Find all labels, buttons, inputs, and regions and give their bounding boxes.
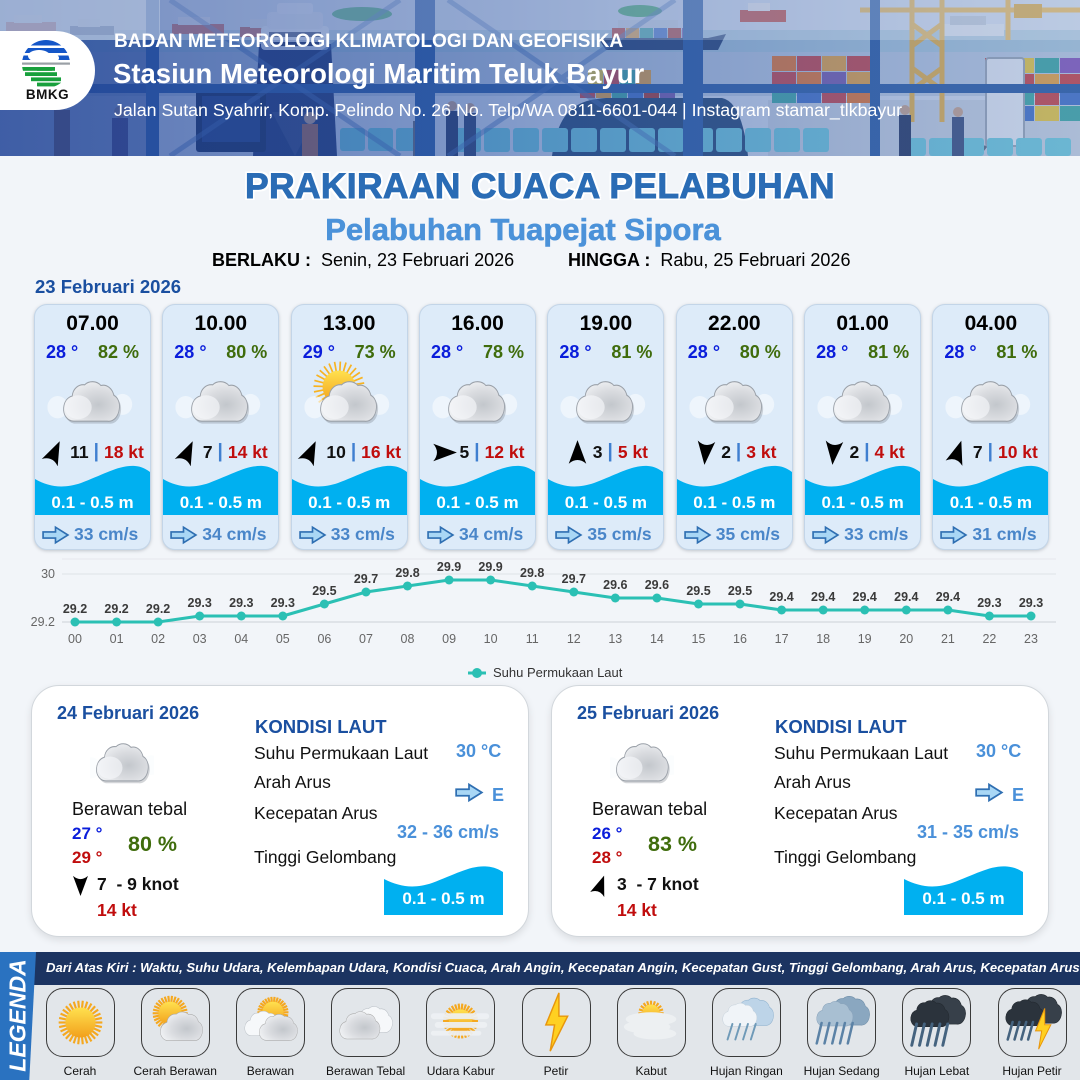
svg-text:05: 05	[276, 632, 290, 646]
svg-text:21: 21	[941, 632, 955, 646]
svg-text:15: 15	[692, 632, 706, 646]
svg-text:29.4: 29.4	[894, 590, 918, 604]
svg-text:29.4: 29.4	[936, 590, 960, 604]
svg-text:30: 30	[41, 567, 55, 581]
svg-text:29.2: 29.2	[104, 602, 128, 616]
svg-text:13: 13	[608, 632, 622, 646]
svg-text:29.2: 29.2	[31, 615, 55, 629]
svg-text:29.7: 29.7	[354, 572, 378, 586]
svg-text:16: 16	[733, 632, 747, 646]
svg-text:09: 09	[442, 632, 456, 646]
svg-text:29.6: 29.6	[645, 578, 669, 592]
svg-text:08: 08	[401, 632, 415, 646]
svg-text:29.3: 29.3	[977, 596, 1001, 610]
svg-text:06: 06	[317, 632, 331, 646]
svg-text:29.4: 29.4	[811, 590, 835, 604]
svg-text:29.9: 29.9	[478, 560, 502, 574]
svg-text:29.5: 29.5	[728, 584, 752, 598]
svg-text:29.9: 29.9	[437, 560, 461, 574]
svg-text:29.3: 29.3	[1019, 596, 1043, 610]
svg-text:03: 03	[193, 632, 207, 646]
svg-text:29.8: 29.8	[520, 566, 544, 580]
svg-text:11: 11	[526, 632, 539, 646]
svg-text:17: 17	[775, 632, 789, 646]
svg-text:29.8: 29.8	[395, 566, 419, 580]
svg-text:29.3: 29.3	[271, 596, 295, 610]
svg-text:Suhu Permukaan Laut: Suhu Permukaan Laut	[493, 665, 623, 680]
svg-text:19: 19	[858, 632, 872, 646]
svg-text:29.6: 29.6	[603, 578, 627, 592]
svg-text:29.3: 29.3	[188, 596, 212, 610]
svg-text:14: 14	[650, 632, 664, 646]
svg-text:29.2: 29.2	[146, 602, 170, 616]
svg-text:29.3: 29.3	[229, 596, 253, 610]
svg-text:07: 07	[359, 632, 373, 646]
svg-text:12: 12	[567, 632, 581, 646]
svg-text:10: 10	[484, 632, 498, 646]
svg-text:29.5: 29.5	[312, 584, 336, 598]
svg-text:29.5: 29.5	[686, 584, 710, 598]
svg-text:20: 20	[899, 632, 913, 646]
svg-text:22: 22	[982, 632, 996, 646]
svg-text:29.7: 29.7	[562, 572, 586, 586]
svg-text:23: 23	[1024, 632, 1038, 646]
svg-text:18: 18	[816, 632, 830, 646]
svg-text:29.2: 29.2	[63, 602, 87, 616]
svg-text:29.4: 29.4	[769, 590, 793, 604]
svg-text:29.4: 29.4	[853, 590, 877, 604]
svg-text:01: 01	[110, 632, 124, 646]
svg-text:00: 00	[68, 632, 82, 646]
svg-text:02: 02	[151, 632, 165, 646]
svg-text:04: 04	[234, 632, 248, 646]
